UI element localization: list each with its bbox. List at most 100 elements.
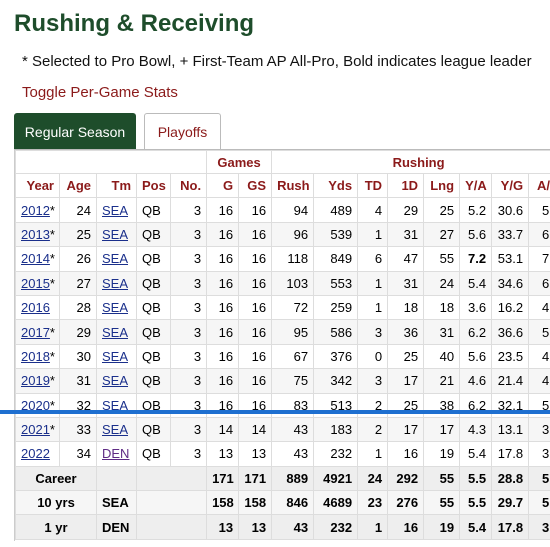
col-year[interactable]: Year [15,172,60,199]
summary-label: 10 yrs [15,490,97,516]
fd-cell: 47 [387,246,425,272]
yds-cell: 489 [313,197,359,223]
col-yg[interactable]: Y/G [491,172,530,199]
col-ag[interactable]: A/G [528,172,550,199]
ag-cell: 3.1 [528,416,550,443]
col-pos[interactable]: Pos [136,172,171,199]
summary-rush: 846 [271,490,315,516]
age-cell: 26 [59,246,97,272]
fd-cell: 29 [387,197,425,223]
toggle-per-game-link[interactable]: Toggle Per-Game Stats [22,84,178,101]
no-cell: 3 [169,294,208,321]
no-cell: 3 [169,319,208,345]
year-link[interactable]: 2018 [21,348,50,364]
lng-cell: 40 [423,343,461,370]
fd-cell: 25 [387,343,425,370]
team-link[interactable]: SEA [102,251,129,267]
no-cell: 3 [169,416,208,443]
col-g[interactable]: G [206,172,240,199]
year-link[interactable]: 2014 [21,251,50,267]
lng-cell: 21 [423,368,461,394]
col-yds[interactable]: Yds [313,172,359,199]
summary-blank [135,465,208,492]
year-link[interactable]: 2019 [21,373,50,389]
year-link[interactable]: 2016 [21,300,50,316]
team-link[interactable]: SEA [102,202,129,218]
team-link[interactable]: SEA [102,226,129,242]
team-cell: SEA [96,270,137,296]
fd-cell: 36 [387,319,425,345]
year-cell: 2016 [15,294,60,321]
col-lng[interactable]: Lng [423,172,461,199]
summary-ya: 5.4 [459,514,493,540]
year-link[interactable]: 2021 [21,422,50,438]
pos-cell: QB [136,343,171,370]
summary-td: 24 [357,465,389,492]
team-cell: SEA [96,416,137,443]
summary-ag: 5.2 [528,465,550,492]
td-cell: 4 [357,197,389,223]
rush-cell: 118 [271,246,315,272]
year-link[interactable]: 2015 [21,275,50,291]
summary-fd: 16 [387,514,425,540]
team-link[interactable]: DEN [102,446,130,462]
col-age[interactable]: Age [59,172,97,199]
year-cell: 2021* [15,416,60,443]
team-link[interactable]: SEA [102,324,129,340]
team-cell: SEA [96,294,137,321]
ag-cell: 4.7 [528,368,550,394]
g-cell: 16 [206,246,240,272]
stats-table-container[interactable]: Games Rushing Year Age Tm Pos No. G GS R… [14,149,550,541]
team-link[interactable]: SEA [102,300,129,316]
yg-cell: 13.1 [491,416,530,443]
year-cell: 2014* [15,246,60,272]
year-link[interactable]: 2017 [21,324,50,340]
team-link[interactable]: SEA [102,397,129,413]
rushing-stats-table: Games Rushing Year Age Tm Pos No. G GS R… [15,150,550,540]
col-tm[interactable]: Tm [96,172,137,199]
col-ya[interactable]: Y/A [459,172,493,199]
team-link[interactable]: SEA [102,275,129,291]
lng-cell: 25 [423,197,461,223]
col-rush[interactable]: Rush [271,172,315,199]
age-cell: 27 [59,270,97,296]
col-td[interactable]: TD [357,172,389,199]
ag-cell: 5.9 [528,197,550,223]
ag-cell: 3.3 [528,441,550,467]
tab-regular-season[interactable]: Regular Season [14,113,136,149]
yg-cell: 53.1 [491,246,530,272]
summary-yg: 17.8 [491,514,530,540]
team-cell: SEA [96,368,137,394]
year-link[interactable]: 2022 [21,446,50,462]
year-link[interactable]: 2020 [21,397,50,413]
team-cell: DEN [96,441,137,467]
year-link[interactable]: 2013 [21,226,50,242]
yg-cell: 30.6 [491,197,530,223]
probowl-mark: * [49,251,55,267]
ag-cell: 6.0 [528,221,550,248]
ya-cell: 5.4 [459,270,493,296]
yds-cell: 259 [313,294,359,321]
pos-cell: QB [136,197,171,223]
tab-playoffs[interactable]: Playoffs [144,113,221,149]
col-1d[interactable]: 1D [387,172,425,199]
fd-cell: 16 [387,441,425,467]
col-no[interactable]: No. [169,172,208,199]
fd-cell: 18 [387,294,425,321]
year-link[interactable]: 2012 [21,202,50,218]
team-link[interactable]: SEA [102,373,129,389]
g-cell: 16 [206,343,240,370]
ya-cell: 7.2 [459,246,493,272]
lng-cell: 19 [423,441,461,467]
td-cell: 3 [357,368,389,394]
col-gs[interactable]: GS [238,172,273,199]
team-link[interactable]: SEA [102,422,129,438]
g-cell: 14 [206,416,240,443]
summary-fd: 276 [387,490,425,516]
team-link[interactable]: SEA [102,348,129,364]
g-cell: 16 [206,319,240,345]
